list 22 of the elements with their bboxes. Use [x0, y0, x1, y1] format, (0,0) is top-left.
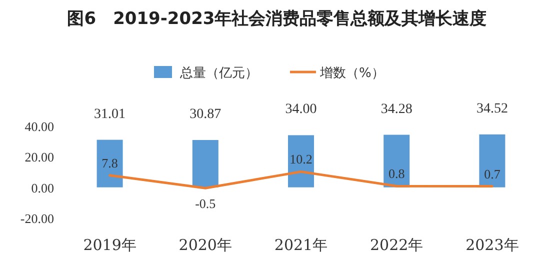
legend-label: 总量（亿元）	[179, 66, 258, 81]
chart-title: 图6 2019-2023年社会消费品零售总额及其增长速度	[67, 9, 487, 29]
x-tick-label: 2022年	[370, 236, 424, 254]
y-tick-label: 0.00	[31, 180, 54, 196]
data-label: 34.00	[285, 102, 317, 118]
data-label: 30.87	[190, 107, 222, 122]
y-tick-label: 20.00	[24, 150, 54, 165]
data-label: 7.8	[102, 155, 118, 170]
x-tick-label: 2023年	[466, 236, 519, 254]
data-label: 34.28	[380, 102, 412, 117]
data-label: 31.01	[94, 106, 126, 122]
data-label: 10.2	[290, 152, 312, 167]
legend-label: 增数（%）	[319, 66, 384, 81]
data-label: -0.5	[195, 196, 216, 212]
y-tick-label: 40.00	[24, 119, 54, 134]
data-label: 0.8	[388, 166, 405, 182]
x-tick-label: 2019年	[83, 236, 136, 254]
y-tick-label: -20.00	[20, 211, 54, 226]
x-tick-label: 2021年	[274, 236, 328, 254]
x-tick-label: 2020年	[178, 236, 232, 254]
data-label: 0.7	[484, 166, 501, 182]
data-label: 34.52	[476, 101, 508, 116]
